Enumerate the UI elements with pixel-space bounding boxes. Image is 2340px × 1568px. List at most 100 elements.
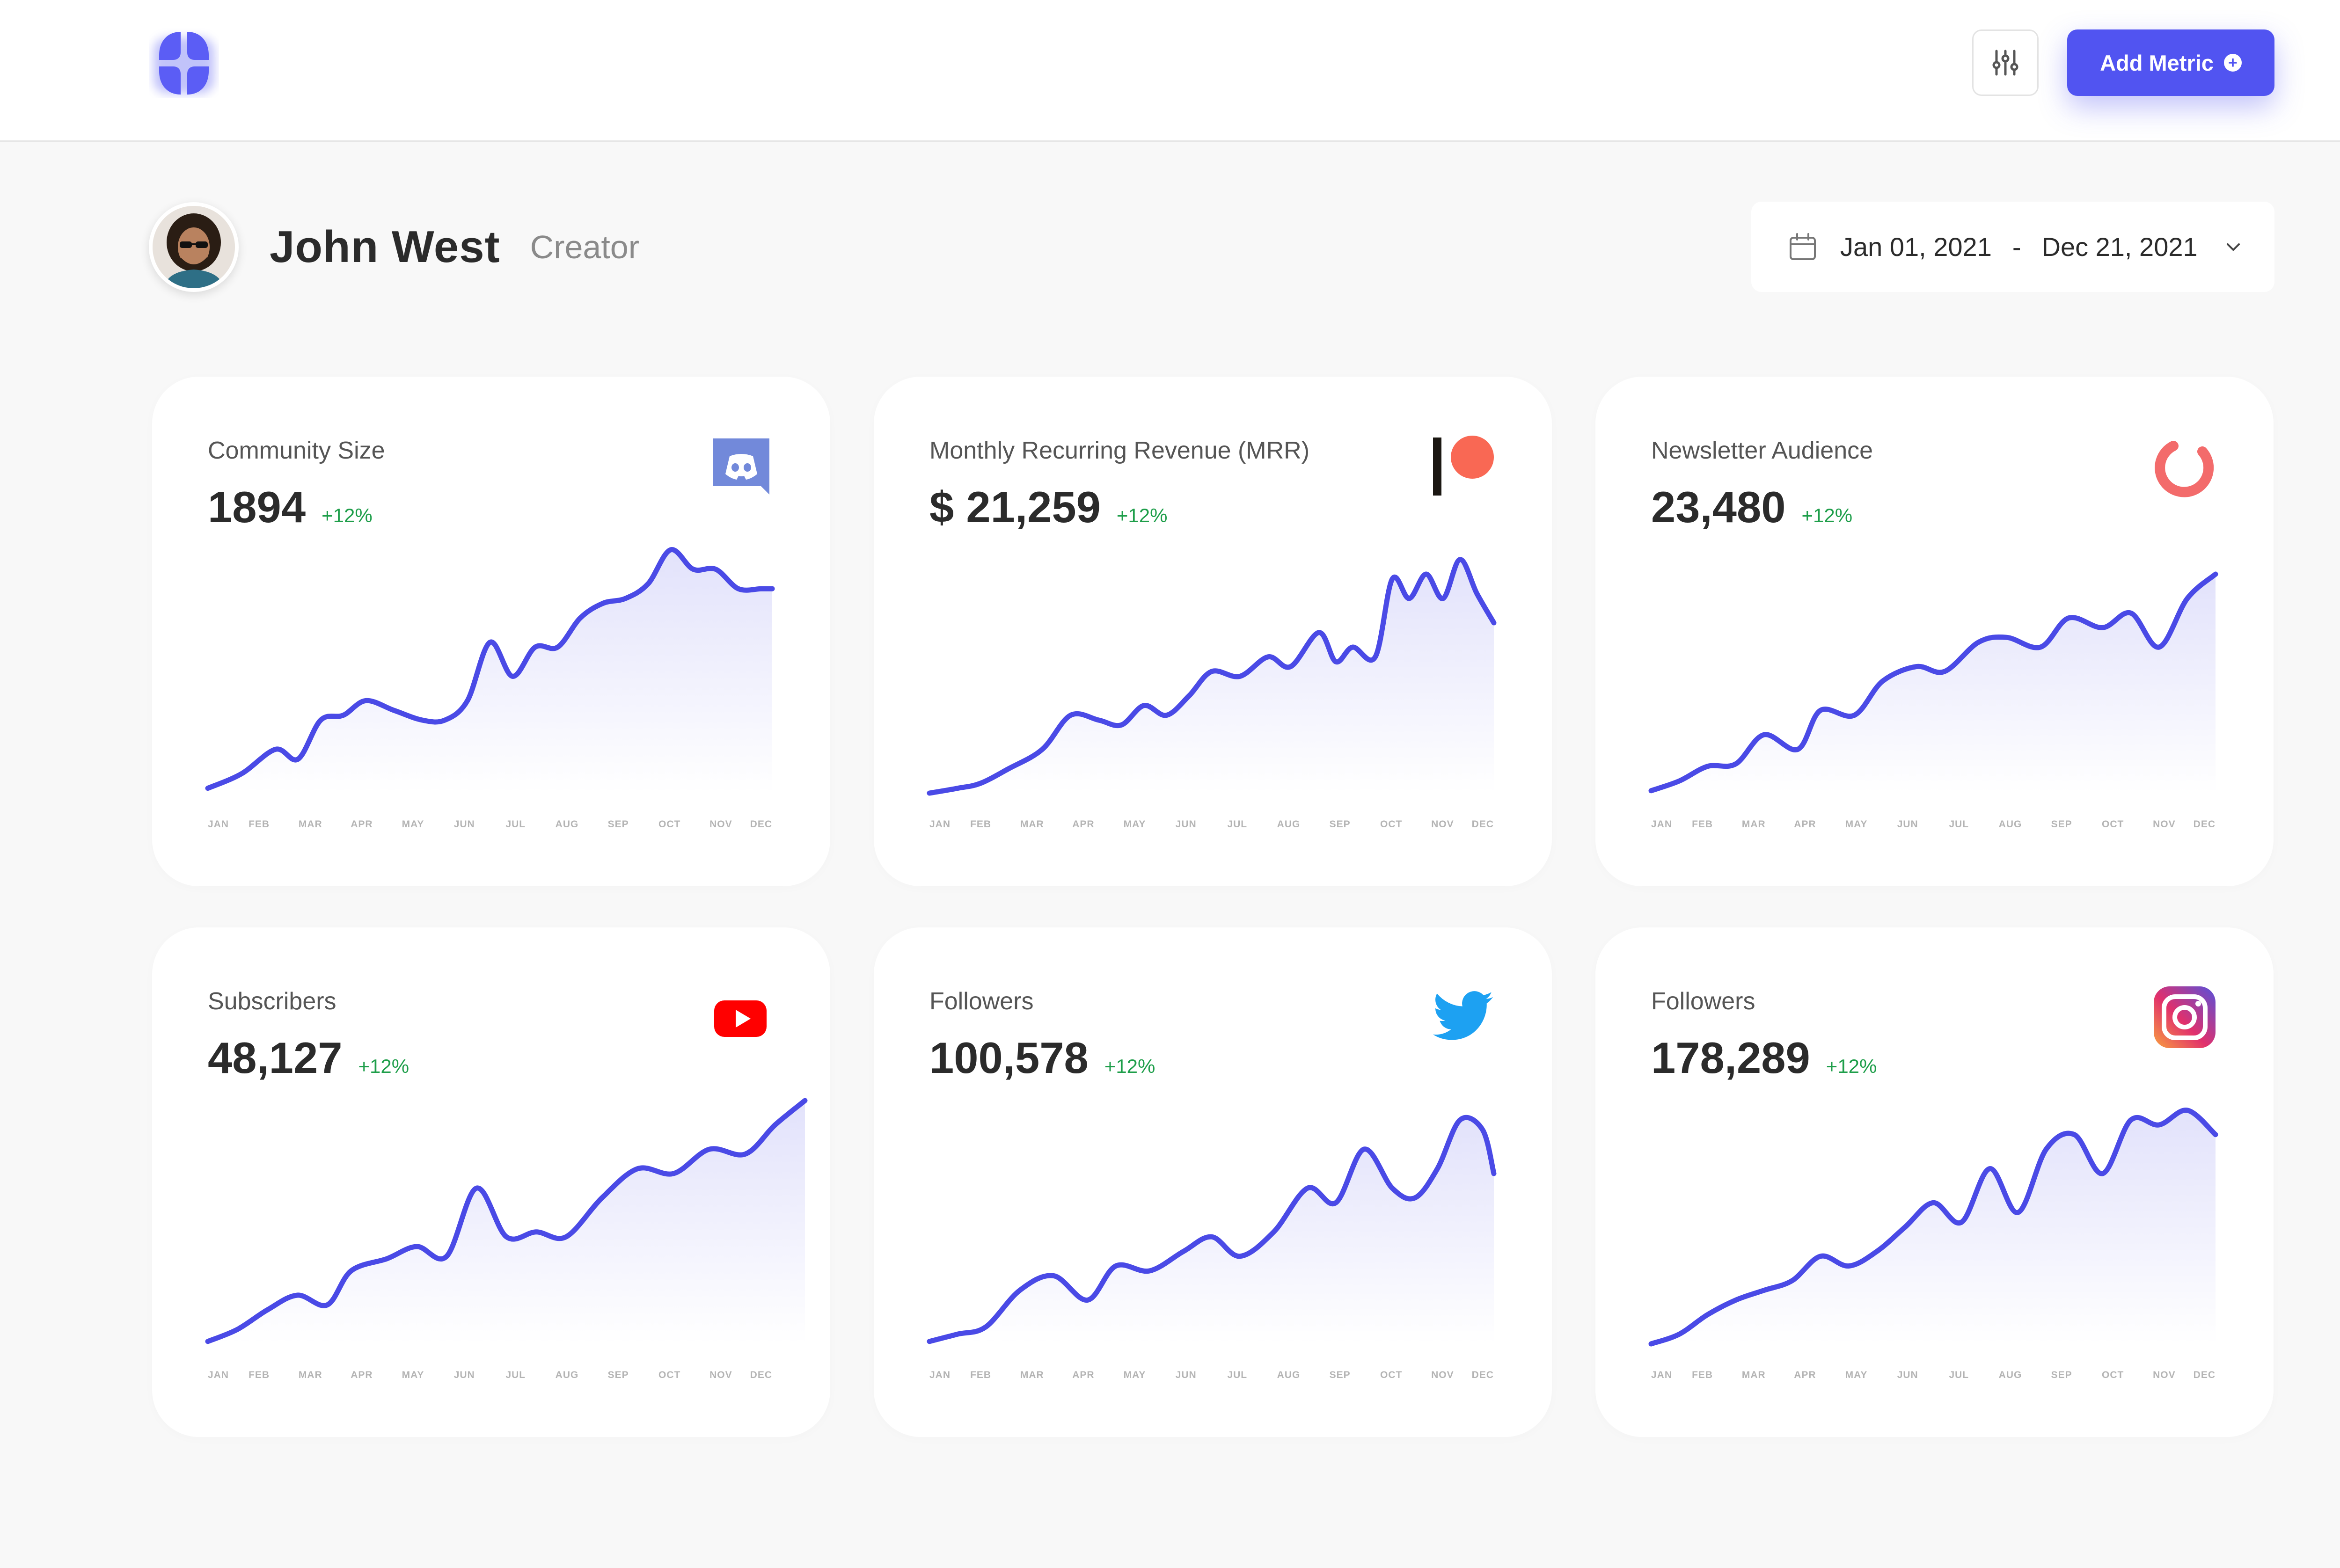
metric-change: +12% (1826, 1055, 1877, 1077)
x-tick-label: MAR (299, 1370, 322, 1380)
x-tick-label: JUN (454, 819, 475, 830)
line-chart: JAN FEB MAR APR MAY JUN JUL AUG SEP OCT NOV DEC (927, 557, 1497, 830)
x-tick-label: APR (1072, 1370, 1094, 1380)
x-tick-label: JUN (1897, 1370, 1918, 1380)
x-tick-label: SEP (608, 819, 629, 830)
chart-series-line (1648, 571, 2218, 794)
x-tick-label: FEB (249, 819, 270, 830)
x-tick-label: MAY (1124, 1370, 1146, 1380)
add-metric-label: Add Metric (2100, 50, 2214, 75)
date-end: Dec 21, 2021 (2041, 232, 2198, 262)
x-tick-label: FEB (1692, 1370, 1713, 1380)
x-tick-label: AUG (1999, 1370, 2022, 1380)
x-tick-label: DEC (750, 1370, 772, 1380)
metric-value: 1894 (208, 482, 306, 532)
x-tick-label: NOV (2153, 819, 2176, 830)
x-tick-label: FEB (970, 1370, 991, 1380)
x-tick-label: AUG (556, 819, 579, 830)
app-logo[interactable] (149, 28, 219, 98)
metric-value-row: 23,480 +12% (1651, 482, 1852, 532)
x-tick-label: NOV (709, 1370, 732, 1380)
user-photo (153, 206, 235, 288)
x-tick-label: FEB (970, 819, 991, 830)
x-tick-label: OCT (658, 819, 680, 830)
x-tick-label: JAN (929, 819, 951, 830)
discord-icon (713, 438, 769, 495)
chart-area-fill (208, 1101, 805, 1344)
x-tick-label: MAR (1020, 819, 1044, 830)
date-range-picker[interactable]: Jan 01, 2021 - Dec 21, 2021 (1751, 202, 2274, 292)
x-tick-label: MAR (1742, 1370, 1766, 1380)
x-tick-label: MAR (299, 819, 322, 830)
x-tick-label: FEB (249, 1370, 270, 1380)
x-tick-label: OCT (2102, 1370, 2124, 1380)
x-tick-label: AUG (1277, 819, 1301, 830)
metric-card-community-size[interactable]: JAN FEB MAR APR MAY JUN JUL AUG SEP OCT NOV DEC Com… (152, 377, 830, 886)
filter-settings-button[interactable] (1972, 29, 2039, 96)
x-tick-label: DEC (750, 819, 772, 830)
metric-title: Followers (1651, 988, 1755, 1015)
metric-value-row: 178,289 +12% (1651, 1033, 1877, 1083)
x-tick-label: OCT (1380, 1370, 1402, 1380)
twitter-icon (1433, 991, 1493, 1040)
x-tick-label: SEP (2051, 819, 2072, 830)
metric-title: Newsletter Audience (1651, 437, 1873, 464)
line-chart: JAN FEB MAR APR MAY JUN JUL AUG SEP OCT NOV DEC (927, 1115, 1497, 1380)
patreon-icon (1433, 436, 1494, 496)
metric-value: $ 21,259 (929, 482, 1101, 532)
metric-card-mrr[interactable]: JAN FEB MAR APR MAY JUN JUL AUG SEP OCT NOV DEC Mon… (874, 377, 1552, 886)
x-tick-label: JUL (505, 1370, 526, 1380)
chart-area-fill (1651, 1110, 2216, 1344)
chart-series-line (927, 1115, 1497, 1344)
metric-change: +12% (1116, 504, 1168, 526)
metric-change: +12% (1104, 1055, 1155, 1077)
x-tick-label: MAY (402, 819, 424, 830)
x-tick-label: OCT (658, 1370, 680, 1380)
x-tick-label: JAN (208, 1370, 229, 1380)
x-tick-label: AUG (1277, 1370, 1301, 1380)
metric-change: +12% (322, 504, 373, 526)
x-tick-label: JUN (1176, 819, 1197, 830)
chart-series-line (205, 1098, 808, 1344)
chart-area-fill (929, 559, 1494, 793)
x-tick-label: DEC (1472, 819, 1494, 830)
x-tick-label: JAN (929, 1370, 951, 1380)
user-name: John West (270, 222, 500, 272)
x-tick-label: JUL (1227, 1370, 1247, 1380)
x-tick-label: NOV (709, 819, 732, 830)
line-chart: JAN FEB MAR APR MAY JUN JUL AUG SEP OCT NOV DEC (1648, 1108, 2218, 1380)
metric-card-newsletter-audience[interactable]: JAN FEB MAR APR MAY JUN JUL AUG SEP OCT NOV DEC New… (1595, 377, 2274, 886)
x-tick-label: NOV (2153, 1370, 2176, 1380)
x-tick-label: MAR (1742, 819, 1766, 830)
x-tick-label: MAY (1124, 819, 1146, 830)
add-metric-button[interactable]: Add Metric + (2067, 29, 2274, 96)
x-tick-label: JAN (1651, 819, 1672, 830)
x-tick-label: DEC (1472, 1370, 1494, 1380)
x-tick-label: SEP (2051, 1370, 2072, 1380)
chart-area-fill (929, 1117, 1494, 1344)
x-tick-label: NOV (1431, 1370, 1454, 1380)
metric-change: +12% (358, 1055, 410, 1077)
metric-card-twitter-followers[interactable]: JAN FEB MAR APR MAY JUN JUL AUG SEP OCT NOV DEC Fol… (874, 927, 1552, 1437)
chart-series-line (1648, 1108, 2218, 1347)
avatar[interactable] (149, 202, 239, 292)
x-tick-label: JAN (1651, 1370, 1672, 1380)
x-tick-label: AUG (556, 1370, 579, 1380)
chart-series-line (205, 547, 775, 791)
metric-value: 178,289 (1651, 1033, 1810, 1082)
youtube-icon (714, 1000, 767, 1037)
metric-card-youtube-subscribers[interactable]: JAN FEB MAR APR MAY JUN JUL AUG SEP OCT NOV DEC Sub… (152, 927, 830, 1437)
chart-series-line (927, 557, 1497, 796)
metric-value-row: 48,127 +12% (208, 1033, 409, 1083)
x-tick-label: APR (1794, 1370, 1816, 1380)
x-tick-label: JUL (1949, 819, 1969, 830)
x-tick-label: APR (1794, 819, 1816, 830)
date-separator: - (2012, 232, 2021, 262)
x-tick-label: MAY (1845, 819, 1868, 830)
x-tick-label: JUN (1897, 819, 1918, 830)
substack-icon (2155, 441, 2214, 497)
instagram-icon (2154, 986, 2216, 1048)
x-tick-label: JAN (208, 819, 229, 830)
metric-card-instagram-followers[interactable]: JAN FEB MAR APR MAY JUN JUL AUG SEP OCT NOV DEC Fol… (1595, 927, 2274, 1437)
chart-area-fill (208, 549, 772, 793)
